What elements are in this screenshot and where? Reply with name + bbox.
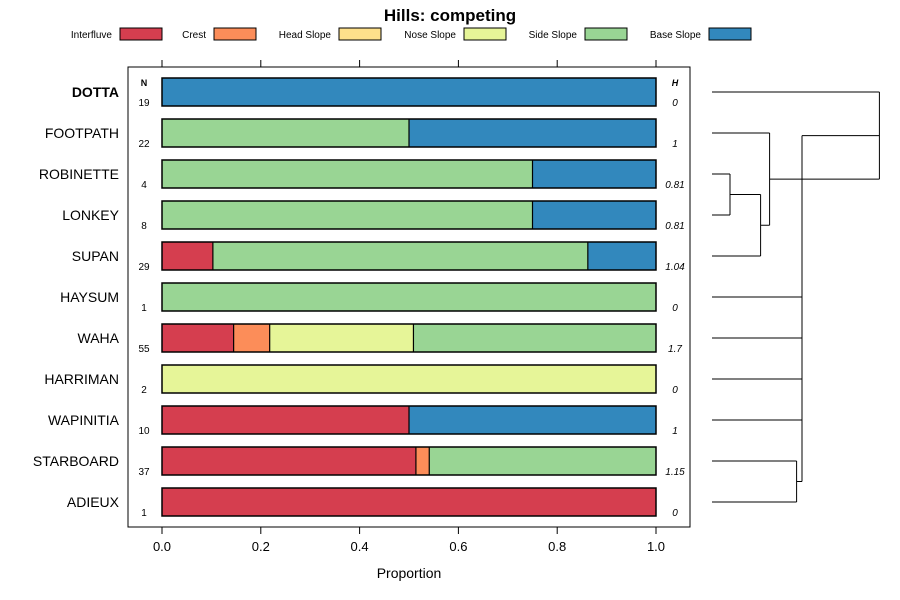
legend-swatch-crest — [213, 27, 257, 41]
bar-segment-robinette-side-slope — [162, 160, 533, 188]
row-label-haysum: HAYSUM — [60, 289, 119, 305]
row-h-footpath: 1 — [672, 139, 678, 150]
row-n-footpath: 22 — [138, 139, 150, 150]
legend: Interfluve Crest Head Slope Nose Slope Side … — [71, 27, 752, 41]
row-label-supan: SUPAN — [72, 248, 119, 264]
row-label-starboard: STARBOARD — [33, 453, 119, 469]
bar-segment-lonkey-side-slope — [162, 201, 533, 229]
bar-outline-robinette — [161, 159, 657, 189]
row-label-dotta: DOTTA — [72, 84, 119, 100]
bar-outline-wapinitia — [161, 405, 657, 435]
bar-segment-starboard-crest — [415, 447, 430, 475]
row-n-starboard: 37 — [138, 467, 150, 478]
row-h-harriman: 0 — [672, 385, 678, 396]
bar-segment-starboard-side-slope — [429, 447, 656, 475]
row-label-harriman: HARRIMAN — [44, 371, 119, 387]
row-n-haysum: 1 — [141, 303, 147, 314]
x-axis: 0.0 0.2 0.4 0.6 0.8 1.0 — [153, 60, 665, 554]
x-tick-label: 0.0 — [153, 539, 171, 554]
bar-outline-dotta — [161, 77, 657, 107]
bar-outline-supan — [161, 241, 657, 271]
bar-segment-lonkey-base-slope — [532, 201, 656, 229]
legend-swatch-head-slope — [338, 27, 382, 41]
dendrogram — [712, 91, 880, 503]
x-tick-label: 0.6 — [449, 539, 467, 554]
bar-outline-adieux — [161, 487, 657, 517]
row-h-wapinitia: 1 — [672, 426, 678, 437]
bar-segment-adieux-interfluve — [162, 488, 656, 516]
bar-segment-haysum-side-slope — [162, 283, 656, 311]
bar-segment-supan-side-slope — [212, 242, 588, 270]
legend-swatch-base-slope — [708, 27, 752, 41]
bar-segment-robinette-base-slope — [532, 160, 656, 188]
bar-outline-waha — [161, 323, 657, 353]
row-n-supan: 29 — [138, 262, 150, 273]
row-h-waha: 1.7 — [668, 344, 682, 355]
row-label-robinette: ROBINETTE — [39, 166, 119, 182]
bar-rows: DOTTA 19 0 FOOTPATH 22 1 ROBINETTE 4 0.81 LONKEY 8… — [33, 77, 685, 519]
legend-label-crest: Crest — [182, 30, 206, 41]
bar-segment-starboard-interfluve — [162, 447, 416, 475]
bar-segment-footpath-side-slope — [162, 119, 409, 147]
legend-swatch-nose-slope — [463, 27, 507, 41]
row-n-adieux: 1 — [141, 508, 147, 519]
row-h-supan: 1.04 — [665, 262, 685, 273]
bar-outline-harriman — [161, 364, 657, 394]
row-label-footpath: FOOTPATH — [45, 125, 119, 141]
legend-swatch-side-slope — [584, 27, 628, 41]
bar-outline-haysum — [161, 282, 657, 312]
row-label-adieux: ADIEUX — [67, 494, 120, 510]
bar-outline-footpath — [161, 118, 657, 148]
row-h-robinette: 0.81 — [665, 180, 684, 191]
legend-label-nose-slope: Nose Slope — [404, 30, 456, 41]
row-h-adieux: 0 — [672, 508, 678, 519]
row-h-starboard: 1.15 — [665, 467, 685, 478]
n-column-header: N — [141, 78, 148, 88]
row-n-harriman: 2 — [141, 385, 147, 396]
bar-segment-wapinitia-interfluve — [162, 406, 409, 434]
row-n-dotta: 19 — [138, 98, 150, 109]
row-label-wapinitia: WAPINITIA — [48, 412, 120, 428]
row-n-lonkey: 8 — [141, 221, 147, 232]
bar-outline-starboard — [161, 446, 657, 476]
row-h-lonkey: 0.81 — [665, 221, 684, 232]
row-h-haysum: 0 — [672, 303, 678, 314]
x-tick-label: 1.0 — [647, 539, 665, 554]
legend-swatch-interfluve — [119, 27, 163, 41]
legend-label-head-slope: Head Slope — [279, 30, 332, 41]
chart-title: Hills: competing — [384, 6, 516, 25]
bar-segment-waha-crest — [233, 324, 270, 352]
bar-segment-waha-side-slope — [413, 324, 656, 352]
row-h-dotta: 0 — [672, 98, 678, 109]
bar-segment-supan-interfluve — [162, 242, 213, 270]
legend-label-interfluve: Interfluve — [71, 30, 113, 41]
h-column-header: H — [672, 78, 679, 88]
x-tick-label: 0.2 — [252, 539, 270, 554]
bar-outline-lonkey — [161, 200, 657, 230]
bar-segment-supan-base-slope — [587, 242, 656, 270]
x-axis-title: Proportion — [377, 565, 442, 581]
bar-segment-footpath-base-slope — [409, 119, 656, 147]
row-label-waha: WAHA — [78, 330, 120, 346]
row-n-waha: 55 — [138, 344, 150, 355]
bar-segment-waha-interfluve — [162, 324, 234, 352]
row-n-robinette: 4 — [141, 180, 147, 191]
x-tick-label: 0.8 — [548, 539, 566, 554]
bar-segment-wapinitia-base-slope — [409, 406, 656, 434]
bar-segment-dotta-base-slope — [162, 78, 656, 106]
bar-segment-harriman-nose-slope — [162, 365, 656, 393]
plot-frame — [127, 66, 691, 528]
bar-segment-waha-nose-slope — [269, 324, 414, 352]
legend-label-base-slope: Base Slope — [650, 30, 702, 41]
row-label-lonkey: LONKEY — [62, 207, 119, 223]
legend-label-side-slope: Side Slope — [529, 30, 578, 41]
x-tick-label: 0.4 — [351, 539, 369, 554]
row-n-wapinitia: 10 — [138, 426, 150, 437]
